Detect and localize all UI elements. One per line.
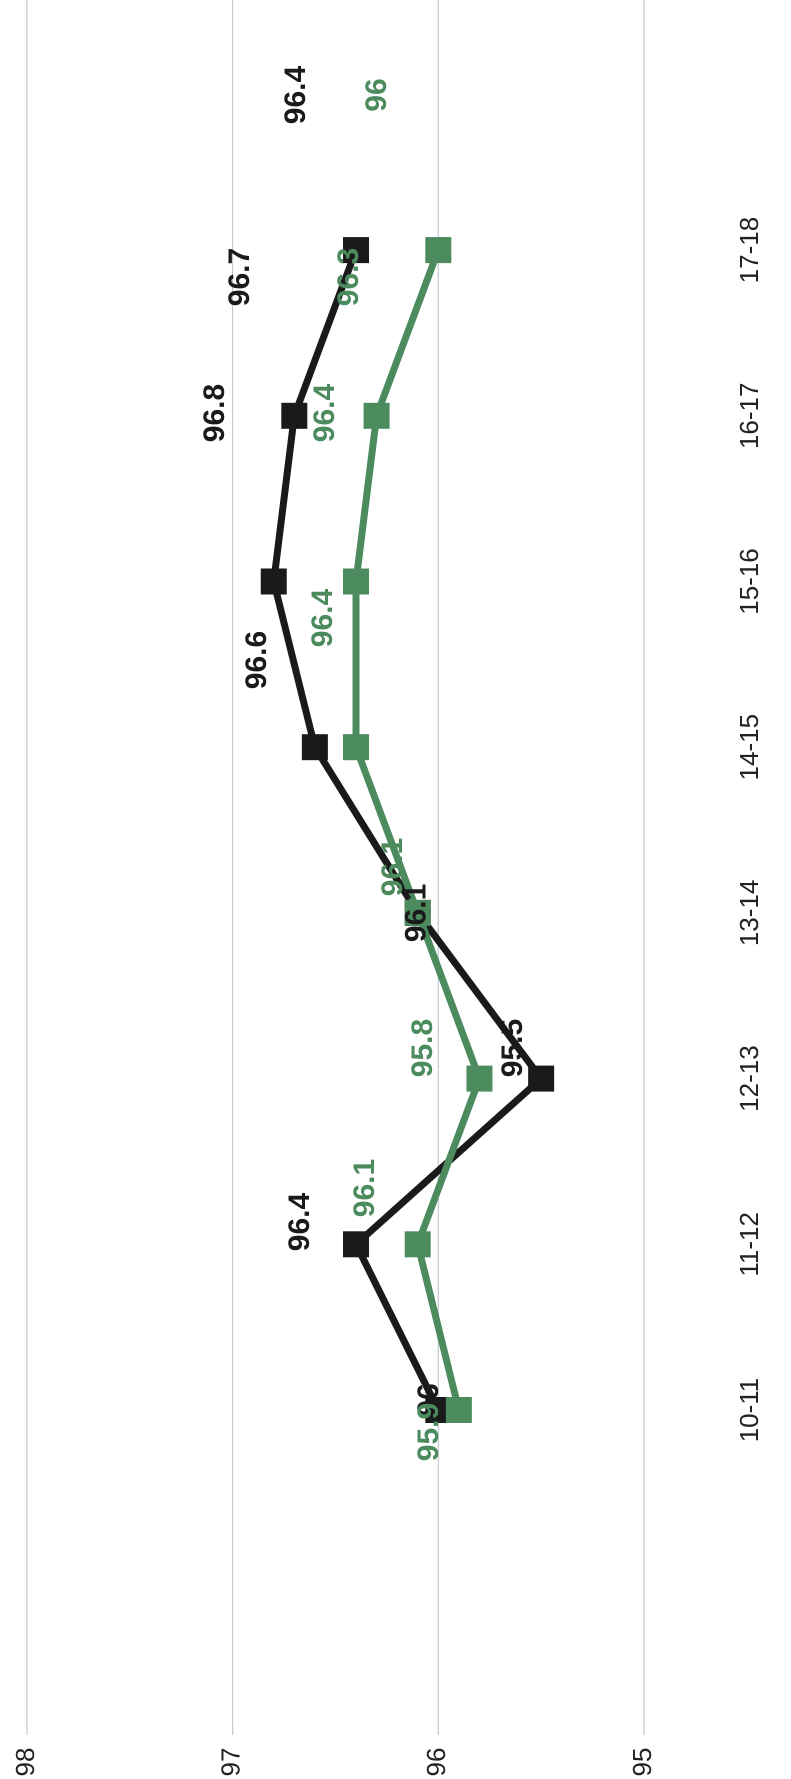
series-1-data-label: 96.1	[400, 884, 433, 942]
series-2-data-label: 95.9	[412, 1403, 445, 1461]
series-1-data-label: 96.4	[283, 1192, 316, 1251]
x-tick-label: 11-12	[734, 1212, 764, 1277]
y-tick-label: 95	[627, 1748, 657, 1777]
x-tick-label: 17-18	[734, 217, 764, 284]
x-tick-label: 15-16	[734, 548, 764, 615]
series-2-marker	[363, 402, 390, 429]
x-tick-label: 14-15	[734, 714, 764, 781]
series-1-data-label: 96.8	[198, 384, 231, 442]
series-2-marker	[404, 1231, 431, 1258]
series-2-data-label: 95.8	[406, 1019, 439, 1077]
series-1-line	[270, 248, 545, 1412]
series-2-data-label: 96.1	[376, 838, 409, 896]
series-2-marker	[466, 1065, 493, 1092]
x-tick-label: 10-11	[734, 1378, 764, 1443]
series-1-marker	[260, 568, 287, 595]
series-1-marker	[528, 1065, 555, 1092]
series-2-marker	[343, 734, 370, 761]
y-tick-label: 96	[421, 1748, 451, 1777]
x-tick-label: 16-17	[734, 383, 764, 450]
series-1-marker	[343, 237, 370, 264]
series-2-data-label: 96	[360, 78, 393, 111]
series-1-marker	[281, 402, 308, 429]
series-1-data-label: 96	[412, 1383, 445, 1416]
y-tick-label: 98	[10, 1748, 40, 1777]
series-group	[260, 237, 555, 1423]
series-1-data-label: 96.4	[279, 65, 312, 124]
x-axis-ticks: 10-11 11-12 12-13 13-14 14-15 15-16 16-17 17-18	[734, 217, 764, 1442]
series-2-marker	[425, 237, 452, 264]
y-tick-label: 97	[215, 1748, 245, 1777]
x-tick-label: 12-13	[734, 1045, 764, 1112]
series-1-marker	[301, 734, 328, 761]
series-1-data-label: 96.7	[223, 248, 256, 306]
series-2-line	[352, 248, 483, 1411]
x-tick-label: 13-14	[734, 880, 764, 947]
gridlines	[26, 0, 645, 1735]
series-2-data-label: 96.1	[348, 1159, 381, 1217]
series-2-data-label: 96.4	[306, 588, 339, 647]
series-2-marker	[404, 899, 431, 926]
series-1-marker	[343, 1231, 370, 1258]
y-axis-ticks: 95 96 97 98	[10, 1748, 657, 1777]
series-1-data-label: 95.5	[496, 1019, 529, 1077]
data-labels: 96 96.4 95.5 96.1 96.6 96.8 96.7 96.4 95.9 96.1 95…	[198, 65, 529, 1461]
series-2-marker	[343, 568, 370, 595]
series-2-data-label: 96.3	[332, 248, 365, 306]
series-2-data-label: 96.4	[308, 383, 341, 442]
series-1-data-label: 96.6	[240, 631, 273, 689]
series-2-marker	[445, 1397, 472, 1423]
